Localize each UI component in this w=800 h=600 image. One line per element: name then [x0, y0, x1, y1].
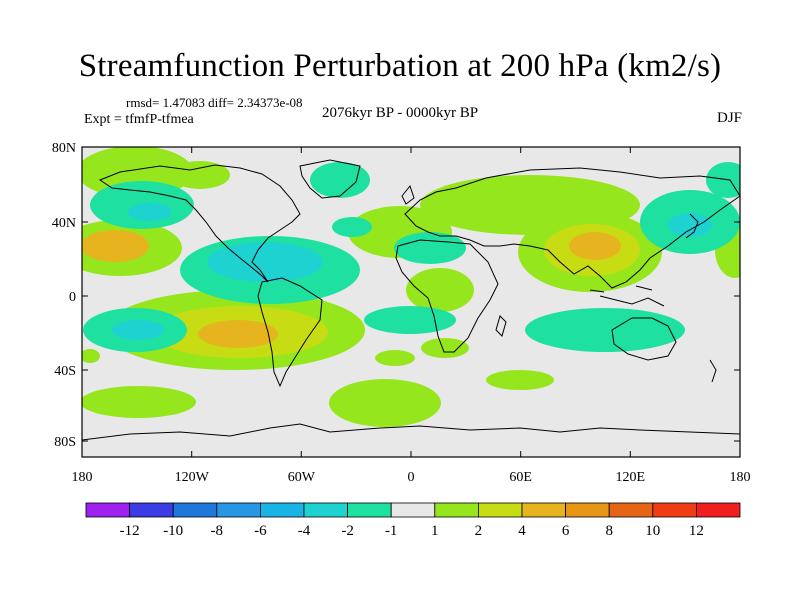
- lon-tick-label: 0: [408, 470, 415, 485]
- colorbar-label: -10: [163, 523, 183, 539]
- madagascar-coast: [495, 315, 507, 337]
- page-title: Streamfunction Perturbation at 200 hPa (…: [78, 48, 722, 84]
- lon-tick-label: 180: [730, 470, 751, 485]
- west-africa-negative: [394, 232, 466, 264]
- africa-positive: [406, 268, 474, 312]
- colorbar-label: 8: [605, 523, 613, 539]
- antarctica-coast: [82, 423, 740, 441]
- positive-anomalies: [82, 147, 740, 427]
- colorbar-label: -6: [254, 523, 267, 539]
- asia-core: [569, 232, 621, 260]
- negative-anomalies: [83, 162, 740, 352]
- anomaly-fields: [82, 147, 740, 427]
- lon-tick-label: 60E: [509, 470, 532, 485]
- greenland-positive: [170, 161, 230, 189]
- northwest-pacific-core: [668, 213, 712, 237]
- colorbar-swatch: [608, 502, 654, 518]
- lat-tick-label: 80N: [52, 141, 76, 156]
- south-pacific-core: [198, 320, 278, 348]
- americas-core: [207, 242, 323, 282]
- colorbar-swatch: [696, 502, 741, 518]
- maritime-continent-coast: [589, 285, 665, 307]
- lon-tick-label: 120E: [616, 470, 646, 485]
- arctic-pacific-negative: [706, 162, 740, 198]
- lon-tick-label: 120W: [175, 470, 210, 485]
- new-zealand-coast: [709, 359, 717, 383]
- experiment-label: Expt = tfmfP-tfmea: [84, 112, 194, 127]
- colorbar-swatch: [216, 502, 261, 518]
- lon-tick-label: 180: [72, 470, 93, 485]
- central-pacific-core: [82, 230, 149, 262]
- west-atlantic-negative: [332, 217, 372, 237]
- latitude-labels: 80N 40N 0 40S 80S: [52, 141, 76, 450]
- period-label: 2076kyr BP - 0000kyr BP: [322, 105, 479, 121]
- north-atlantic-negative: [310, 162, 370, 198]
- australia-coast: [611, 317, 677, 361]
- colorbar-label: -1: [385, 523, 398, 539]
- colorbar-swatch: [652, 502, 697, 518]
- colorbar-swatch: [390, 502, 436, 518]
- season-label: DJF: [716, 110, 742, 126]
- colorbar-label: 4: [518, 523, 526, 539]
- colorbar-swatch: [129, 502, 174, 518]
- greenland-coast: [299, 159, 361, 199]
- colorbar-swatch: [521, 502, 566, 518]
- colorbar-swatch: [85, 502, 130, 518]
- southern-ocean-pacific-positive: [82, 386, 196, 418]
- indian-ocean-negative: [525, 308, 685, 352]
- lat-tick-label: 80S: [54, 435, 76, 450]
- colorbar-label: 6: [562, 523, 570, 539]
- colorbar-swatch: [303, 502, 348, 518]
- longitude-labels: 180 120W 60W 0 60E 120E 180: [72, 470, 751, 485]
- south-america-coast: [257, 277, 323, 388]
- north-america-coast: [98, 164, 301, 283]
- east-pacific-core: [128, 203, 172, 221]
- colorbar-swatch: [434, 502, 479, 518]
- uk-coast: [401, 184, 415, 205]
- colorbar-label: 10: [645, 523, 660, 539]
- colorbar-swatch: [477, 502, 523, 518]
- colorbar-swatch: [172, 502, 218, 518]
- south-atlantic-positive: [329, 379, 441, 427]
- colorbar-swatch: [259, 502, 305, 518]
- lat-tick-label: 0: [69, 290, 76, 305]
- south-indian-positive: [486, 370, 554, 390]
- lat-tick-label: 40S: [54, 364, 76, 379]
- colorbar-label: -12: [120, 523, 140, 539]
- colorbar-label: -4: [298, 523, 311, 539]
- axis-ticks: [81, 146, 741, 457]
- colorbar-swatch: [565, 502, 610, 518]
- colorbar-label: 1: [431, 523, 439, 539]
- lat-tick-label: 40N: [52, 216, 76, 231]
- south-indian-positive-small: [375, 350, 415, 366]
- east-pacific-small-positive: [82, 349, 100, 363]
- japan-coast: [685, 213, 699, 239]
- southeast-atlantic-positive: [421, 338, 469, 358]
- colorbar-label: -8: [211, 523, 224, 539]
- colorbar-swatch: [347, 502, 392, 518]
- eurasia-coast: [404, 167, 740, 289]
- south-pacific-negative-core: [112, 320, 164, 340]
- stats-line: rmsd= 1.47083 diff= 2.34373e-08: [126, 95, 303, 110]
- colorbar-label: -2: [341, 523, 354, 539]
- colorbar-boxes: [85, 502, 741, 518]
- africa-coast: [395, 239, 499, 353]
- colorbar-labels: -12 -10 -8 -6 -4 -2 -1 1 2 4 6 8 10 12: [120, 523, 704, 539]
- colorbar-label: 2: [475, 523, 483, 539]
- colorbar-label: 12: [689, 523, 704, 539]
- coastlines: [82, 159, 740, 441]
- lon-tick-label: 60W: [288, 470, 316, 485]
